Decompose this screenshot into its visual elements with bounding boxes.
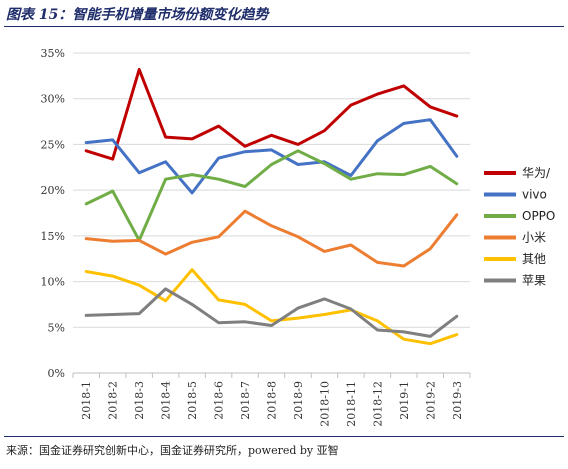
series-line	[84, 268, 459, 346]
x-tick-label: 2018-1	[80, 381, 93, 420]
x-tick-label: 2018-7	[239, 381, 252, 420]
y-tick-label: 20%	[41, 184, 65, 197]
series-lines	[84, 68, 459, 346]
legend-label: vivo	[522, 188, 547, 202]
source-note: 来源：国金证券研究创新中心，国金证券研究所，powered by 亚智	[6, 444, 339, 457]
x-tick-label: 2018-11	[345, 381, 358, 427]
x-tick-label: 2018-8	[266, 381, 279, 420]
series-line	[84, 118, 459, 195]
y-tick-label: 5%	[48, 321, 65, 334]
x-tick-label: 2018-2	[107, 381, 120, 420]
legend-label: 其他	[522, 252, 546, 266]
legend-label: 小米	[522, 231, 546, 245]
series-line	[84, 68, 459, 161]
y-tick-label: 0%	[48, 367, 65, 380]
series-line	[84, 287, 459, 338]
x-tick-label: 2018-4	[160, 381, 173, 420]
x-tick-label: 2018-10	[318, 381, 331, 427]
series-line	[84, 149, 459, 242]
y-axis-ticks: 0% 5% 10% 15% 20% 25% 30% 35%	[41, 47, 65, 380]
y-tick-label: 15%	[41, 230, 65, 243]
y-tick-label: 25%	[41, 138, 65, 151]
x-tick-label: 2018-5	[186, 381, 199, 420]
x-tick-label: 2018-9	[292, 381, 305, 420]
x-tick-label: 2019-1	[398, 381, 411, 420]
y-tick-label: 30%	[41, 93, 65, 106]
x-axis-ticks: 2018-1 2018-2 2018-3 2018-4 2018-5 2018-6 2018…	[72, 373, 471, 427]
series-line	[84, 209, 459, 268]
legend-label: 华为/	[522, 166, 551, 180]
legend-label: OPPO	[522, 209, 555, 223]
y-tick-label: 35%	[41, 47, 65, 60]
legend-label: 苹果	[522, 274, 546, 288]
x-tick-label: 2019-3	[451, 381, 464, 420]
figure-title: 图表 15：智能手机增量市场份额变化趋势	[6, 7, 269, 23]
x-tick-label: 2018-12	[371, 381, 384, 427]
y-tick-label: 10%	[41, 276, 65, 289]
gridlines	[73, 52, 470, 374]
top-rule	[4, 26, 564, 27]
x-tick-label: 2018-6	[213, 381, 226, 420]
bottom-rule	[4, 436, 564, 437]
x-tick-label: 2019-2	[424, 381, 437, 420]
x-tick-label: 2018-3	[133, 381, 146, 420]
